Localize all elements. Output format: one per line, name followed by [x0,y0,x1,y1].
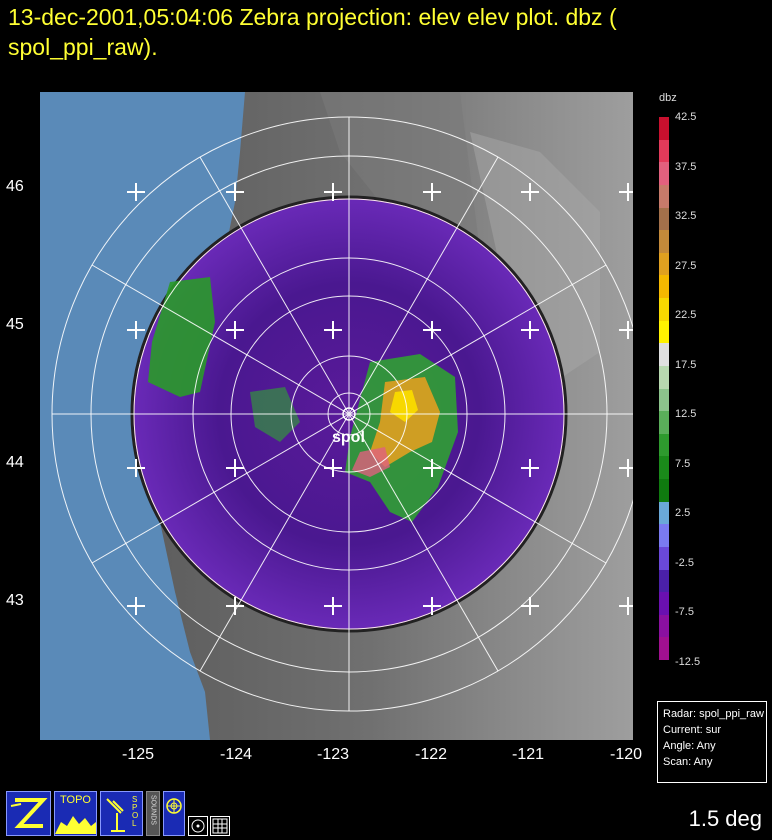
lat-label: 43 [6,592,24,609]
colorbar-segment [659,546,669,570]
grid-cross [226,321,244,339]
lon-label: -125 [121,746,155,763]
current-scan: Current: sur [663,724,722,736]
elevation-angle: 1.5 deg [688,806,762,831]
colorbar-title: dbz [659,92,677,104]
colorbar-segment [659,207,669,231]
grid-cross [423,459,441,477]
lat-label: 44 [6,454,24,471]
colorbar-segment [659,252,669,276]
colorbar-segment [659,298,669,321]
colorbar-segment [659,501,669,525]
lat-label: 45 [6,316,24,333]
colorbar-label: 12.5 [675,408,697,420]
grid-cross [127,321,145,339]
colorbar-label: 7.5 [675,457,691,470]
colorbar-segment [659,365,669,389]
grid-cross [619,183,633,201]
colorbar-label: -12.5 [675,655,701,668]
radar-info-panel: Radar: spol_ppi_raw Current: sur Angle: … [657,701,767,783]
grid-cross [226,597,244,615]
colorbar-segment [659,614,669,638]
colorbar-segment [659,479,669,502]
grid-cross [521,183,539,201]
colorbar-label: 42.5 [675,111,697,123]
spol-button[interactable]: SPOL [100,791,143,836]
colorbar-label: 27.5 [675,259,697,272]
sounds-label: SOUNDS [149,795,157,825]
colorbar-segment [659,433,669,457]
colorbar-segment [659,343,669,366]
lon-label: -121 [511,746,545,763]
title-text: Zebra projection: elev elev plot. dbz ( [239,4,617,30]
lon-label: -120 [609,746,643,763]
grid-cross [226,459,244,477]
grid-cross [619,459,633,477]
colorbar-segment [659,637,669,660]
colorbar-segment [659,569,669,593]
mountain-peaks [470,132,600,392]
grid-cross [521,321,539,339]
colorbar-label: -2.5 [675,556,694,569]
colorbar-segment [659,117,669,140]
grid-cross [423,321,441,339]
grid-cross [226,183,244,201]
topo-label: TOPO [60,794,91,806]
colorbar-segment [659,230,669,253]
lon-label: -122 [414,746,448,763]
colorbar-segment [659,456,669,479]
colorbar-segment [659,275,669,298]
colorbar-segment [659,320,669,344]
colorbar-label: 22.5 [675,309,697,321]
colorbar-segment [659,524,669,547]
colorbar-segment [659,592,669,615]
colorbar-label: 32.5 [675,210,697,222]
colorbar-label: 17.5 [675,358,697,371]
colorbar-segment [659,411,669,434]
zebra-logo-icon[interactable] [6,791,51,836]
scan-value: Scan: Any [663,756,713,768]
target-icon[interactable] [188,816,208,836]
azimuth-lines [52,117,633,711]
grid-cross [521,597,539,615]
colorbar-label: 2.5 [675,507,691,519]
grid-cross [423,597,441,615]
lon-label: -124 [219,746,253,763]
grid-cross [324,597,342,615]
grid-cross [324,459,342,477]
colorbar-segment [659,162,669,185]
angle-value: Angle: Any [663,740,716,752]
colorbar [659,117,669,660]
timestamp: 13-dec-2001,05:04:06 [8,4,234,30]
lat-lon-crosses [127,183,633,615]
grid-cross [324,321,342,339]
lat-label: 46 [6,178,24,195]
grid-cross [619,597,633,615]
grid-icon[interactable] [210,816,230,836]
radar-site-label: spol [332,429,365,446]
colorbar-segment [659,388,669,412]
grid-cross [127,183,145,201]
toolbar: TOPO SPOL SOUNDS [6,790,230,836]
grid-cross [127,597,145,615]
colorbar-label: 37.5 [675,160,697,173]
grid-cross [324,183,342,201]
spol-label: SPOL [132,795,139,828]
title-text-line2: spol_ppi_raw). [8,34,158,60]
grid-cross [521,459,539,477]
colorbar-segment [659,139,669,163]
grid-cross [619,321,633,339]
sounds-button[interactable]: SOUNDS [146,791,160,836]
grid-cross [127,459,145,477]
radar-site-marker [342,407,356,421]
ring-overlay-icon[interactable] [163,791,185,836]
colorbar-segment [659,184,669,208]
radar-map[interactable]: spol [40,92,633,740]
topo-button[interactable]: TOPO [54,791,97,836]
radar-name: Radar: spol_ppi_raw [663,708,764,720]
plot-title: 13-dec-2001,05:04:06 Zebra projection: e… [8,2,768,62]
grid-cross [423,183,441,201]
colorbar-label: -7.5 [675,606,694,618]
lon-label: -123 [316,746,350,763]
